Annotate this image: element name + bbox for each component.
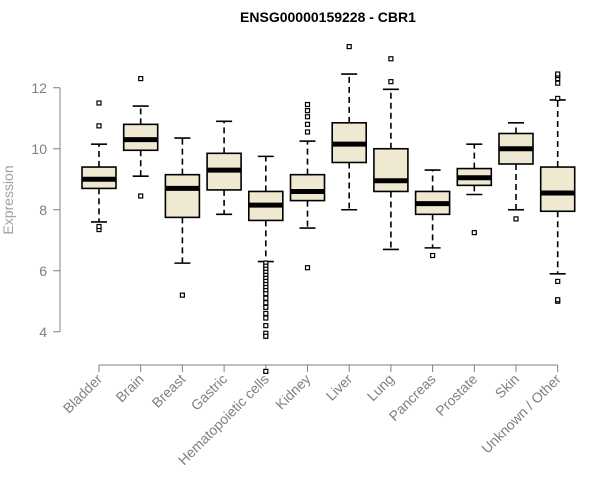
box-group xyxy=(539,71,576,304)
y-axis: 4 6 8 10 12 xyxy=(31,80,61,340)
outlier-point xyxy=(304,121,311,127)
outlier-point xyxy=(138,193,144,199)
y-tick-label: 12 xyxy=(31,80,47,96)
chart-title: ENSG00000159228 - CBR1 xyxy=(240,9,416,25)
boxes-layer xyxy=(81,43,576,374)
outlier-point xyxy=(388,79,394,85)
box-group xyxy=(456,143,493,236)
x-tick-label: Brain xyxy=(112,371,146,405)
outlier-point xyxy=(471,230,477,236)
outlier-point xyxy=(555,71,561,77)
y-axis-label: Expression xyxy=(0,165,16,234)
outlier-point xyxy=(513,216,519,222)
x-tick-label: Unknown / Other xyxy=(478,371,564,457)
x-tick-label: Prostate xyxy=(432,371,480,419)
y-tick-label: 4 xyxy=(39,324,47,340)
outlier-point xyxy=(555,278,561,285)
outlier-point xyxy=(263,333,269,339)
box xyxy=(289,173,326,202)
outlier-point xyxy=(263,315,269,321)
x-tick-label: Liver xyxy=(323,371,356,404)
y-tick-label: 8 xyxy=(39,202,47,218)
outlier-point xyxy=(96,223,102,230)
box-group xyxy=(248,155,284,374)
box-group xyxy=(498,122,534,222)
outlier-point xyxy=(304,114,311,120)
box-group xyxy=(81,100,117,233)
y-tick-label: 6 xyxy=(39,263,47,279)
outlier-point xyxy=(304,101,311,108)
outlier-point xyxy=(304,129,311,135)
box-group xyxy=(373,56,409,251)
outlier-point xyxy=(263,310,269,317)
outlier-point xyxy=(263,300,269,306)
box xyxy=(164,173,201,219)
outlier-point xyxy=(430,252,436,259)
x-tick-label: Lung xyxy=(364,371,397,404)
box xyxy=(539,166,576,213)
box xyxy=(373,147,409,193)
outlier-point xyxy=(96,100,102,106)
outlier-point xyxy=(263,368,269,374)
x-tick-label: Bladder xyxy=(60,371,106,417)
outlier-point xyxy=(555,95,561,102)
outlier-point xyxy=(263,304,269,310)
box-group xyxy=(289,101,326,271)
outlier-point xyxy=(263,295,269,301)
outlier-point xyxy=(263,291,269,297)
outlier-point xyxy=(555,297,561,303)
outlier-point xyxy=(555,80,561,86)
box-group xyxy=(122,75,159,199)
x-tick-label: Breast xyxy=(149,371,189,411)
x-tick-label: Kidney xyxy=(272,371,314,413)
outlier-point xyxy=(96,123,102,129)
box-group xyxy=(164,137,201,298)
outlier-point xyxy=(138,75,144,82)
outlier-point xyxy=(179,292,185,298)
box-group xyxy=(331,43,368,211)
x-tick-label: Skin xyxy=(492,371,523,402)
box-group xyxy=(414,169,451,259)
outlier-point xyxy=(304,265,311,271)
y-tick-label: 10 xyxy=(31,141,47,157)
box-group xyxy=(206,120,242,216)
outlier-point xyxy=(304,108,311,114)
outlier-point xyxy=(346,43,352,50)
outlier-point xyxy=(388,56,394,62)
outlier-point xyxy=(263,323,269,329)
